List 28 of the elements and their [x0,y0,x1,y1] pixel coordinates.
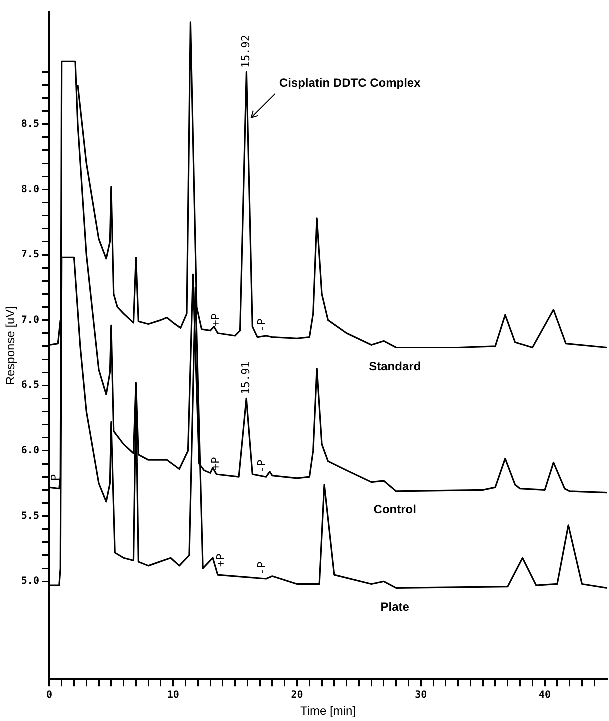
annotation: 15.91 [239,362,252,395]
annotation: 15.92 [240,34,253,68]
x-axis-title: Time [min] [300,704,356,718]
series-label: Standard [369,359,422,374]
annotation: +P [210,456,223,470]
y-tick-label: 5.0 [21,576,40,588]
y-tick-label: 7.5 [21,250,40,261]
y-tick-label: 8.5 [21,118,40,130]
x-tick-label: 0 [46,690,52,702]
series-label: Plate [380,600,410,614]
annotation: -P [255,561,268,576]
annotation: P [49,474,62,481]
y-axis-title: Response [uV] [4,306,18,386]
annotation: -P [255,318,268,332]
y-tick-label: 6.5 [21,380,40,392]
annotation: -P [255,459,268,474]
y-tick-label: 8.0 [21,184,40,196]
y-tick-label: 6.0 [21,446,40,457]
x-tick-label: 40 [539,690,552,702]
x-tick-label: 10 [167,690,180,702]
series-label: Control [374,502,416,517]
annotation: Cisplatin DDTC Complex [279,76,422,90]
annotation: +P [210,313,223,327]
annotation: +P [214,554,228,568]
x-tick-label: 20 [291,690,304,702]
y-tick-label: 5.5 [21,510,40,522]
x-tick-label: 30 [415,690,428,702]
y-tick-label: 7.0 [21,314,40,326]
